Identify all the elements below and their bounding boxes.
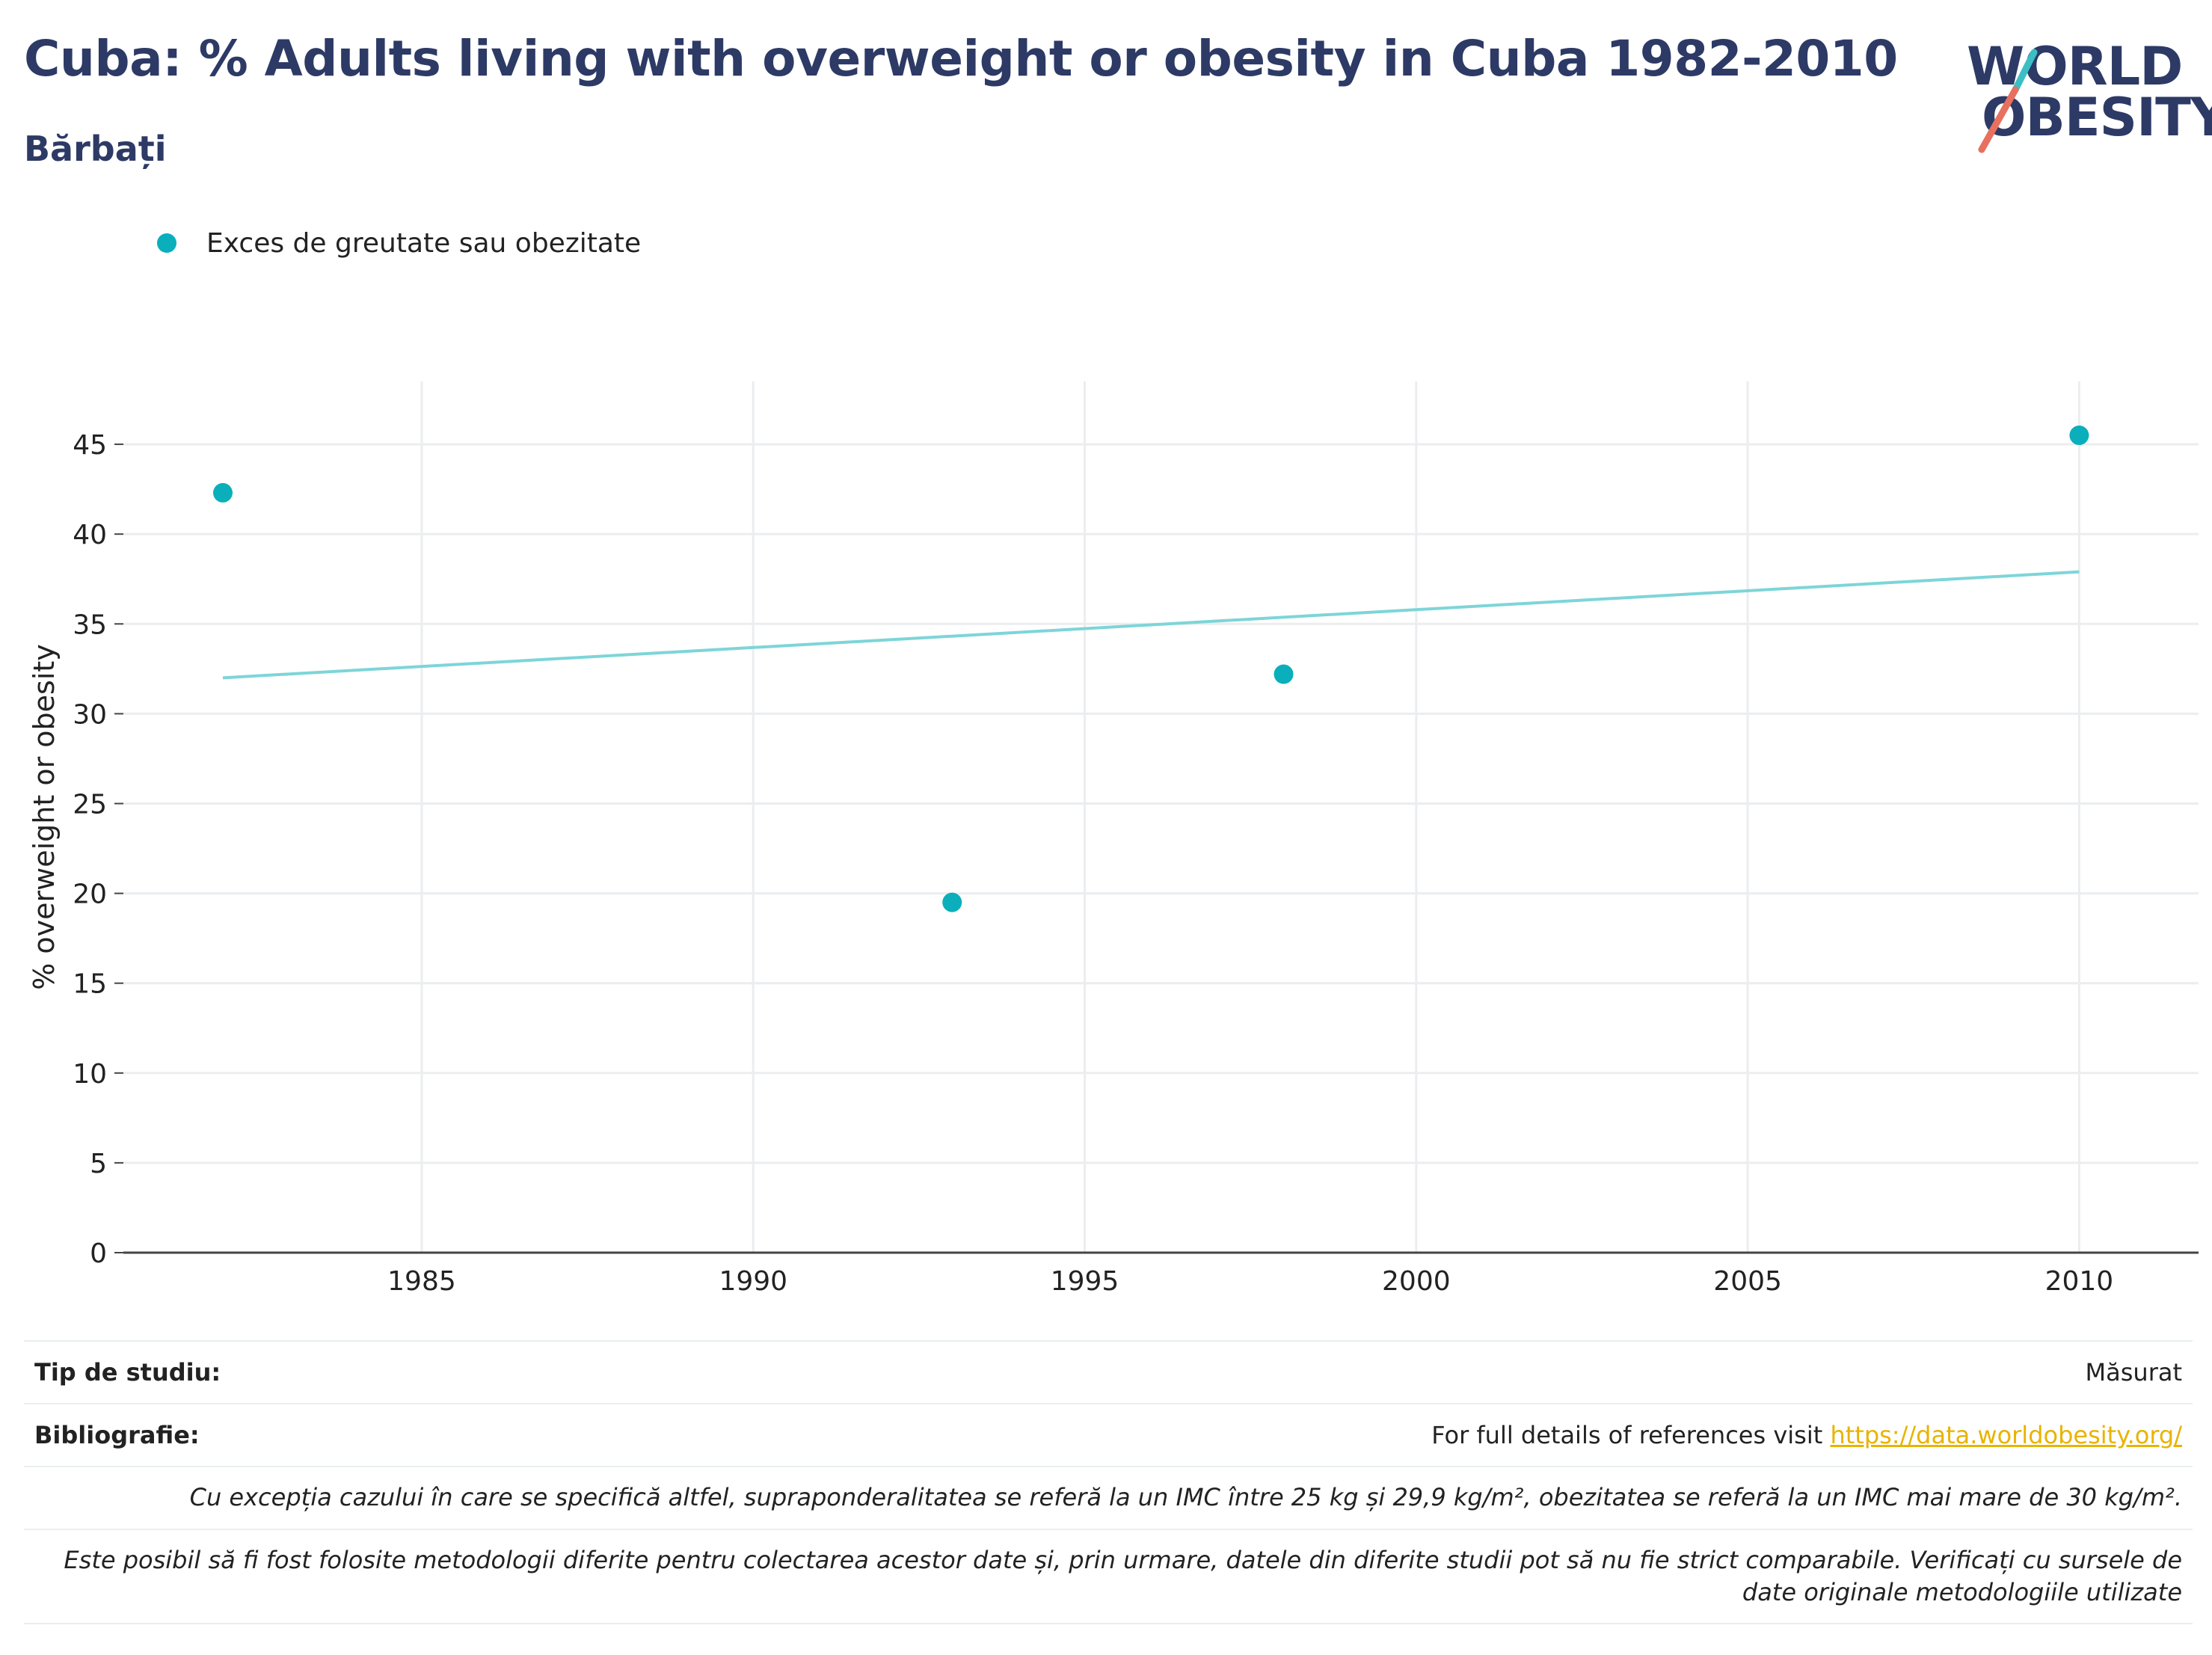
- data-point: [942, 892, 962, 912]
- y-tick-label: 10: [73, 1059, 107, 1090]
- data-point: [212, 482, 233, 503]
- bibliography-value: For full details of references visit htt…: [1431, 1421, 2182, 1449]
- chart-title: Cuba: % Adults living with overweight or…: [24, 30, 1898, 87]
- bibliography-row: Bibliografie: For full details of refere…: [24, 1403, 2193, 1466]
- y-tick-label: 5: [90, 1149, 107, 1179]
- bibliography-link[interactable]: https://data.worldobesity.org/: [1830, 1421, 2182, 1449]
- methodology-note-row: Este posibil să fi fost folosite metodol…: [24, 1529, 2193, 1624]
- scatter-chart: 0 5 10 15 20 25 30 35 40 45 1985 1990 1995 2000 2005 20…: [28, 381, 2199, 1297]
- legend-marker: [157, 233, 176, 253]
- x-tick-label: 2000: [1382, 1266, 1451, 1297]
- study-type-value: Măsurat: [2085, 1358, 2182, 1387]
- y-axis-title: % overweight or obesity: [28, 644, 61, 990]
- chart-footer: Tip de studiu: Măsurat Bibliografie: For…: [24, 1340, 2193, 1624]
- y-tick-label: 45: [73, 430, 107, 461]
- y-tick-label: 40: [73, 520, 107, 550]
- world-obesity-logo: WORLD OBESITY: [1959, 22, 2212, 157]
- logo-line-1: WORLD: [1967, 36, 2183, 97]
- y-tick-label: 20: [73, 879, 107, 910]
- x-tick-label: 2005: [1713, 1266, 1782, 1297]
- bibliography-text: For full details of references visit: [1431, 1421, 1831, 1449]
- data-point: [2069, 426, 2089, 446]
- legend-label: Exces de greutate sau obezitate: [206, 227, 642, 259]
- chart-subtitle: Bărbați: [24, 129, 167, 169]
- y-tick-label: 35: [73, 610, 107, 640]
- x-tick-label: 1990: [719, 1266, 787, 1297]
- x-tick-label: 1985: [387, 1266, 456, 1297]
- definition-note-row: Cu excepția cazului în care se specifică…: [24, 1466, 2193, 1529]
- definition-note: Cu excepția cazului în care se specifică…: [189, 1483, 2182, 1512]
- x-tick-label: 1995: [1051, 1266, 1119, 1297]
- x-tick-label: 2010: [2045, 1266, 2114, 1297]
- bibliography-label: Bibliografie:: [34, 1421, 200, 1449]
- trend-line: [222, 570, 2080, 680]
- logo-slash-icon: [1978, 49, 2038, 153]
- legend: Exces de greutate sau obezitate: [157, 224, 641, 262]
- study-type-label: Tip de studiu:: [34, 1358, 221, 1387]
- y-tick-label: 25: [73, 789, 107, 820]
- study-type-row: Tip de studiu: Măsurat: [24, 1340, 2193, 1403]
- y-tick-label: 0: [90, 1238, 107, 1269]
- methodology-note: Este posibil să fi fost folosite metodol…: [64, 1545, 2182, 1606]
- y-tick-label: 15: [73, 969, 107, 1000]
- data-point: [1274, 664, 1294, 684]
- y-tick-label: 30: [73, 699, 107, 730]
- logo-line-2: OBESITY: [1982, 87, 2212, 148]
